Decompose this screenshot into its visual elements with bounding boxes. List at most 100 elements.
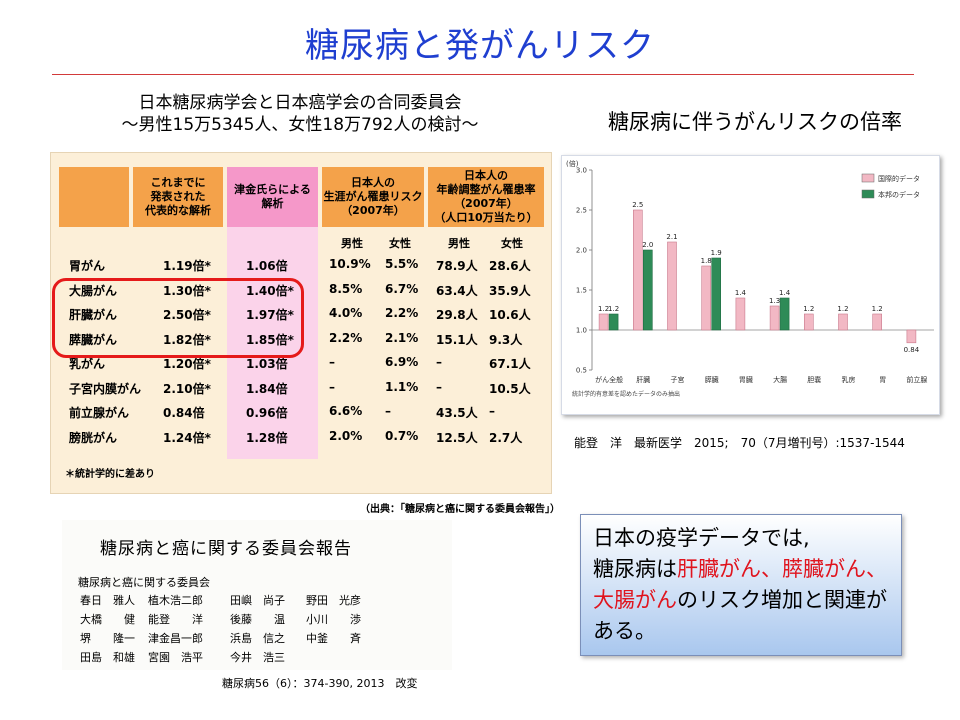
risk-bar-chart: (倍)3.02.52.01.51.00.5がん全般1.21.2肝臓2.52.0子… [566,159,934,398]
bar-international [838,313,848,331]
table-cell: 63.4人 [436,283,478,298]
conclusion-text-2: 糖尿病は [593,557,677,581]
table-cell: 5.5% [385,257,419,271]
table-cell: 6.9% [385,355,419,369]
data-label: 1.2 [837,305,848,313]
bar-international [906,329,917,344]
sub-header-male: 男性 [341,237,363,250]
table-cell: 67.1人 [489,357,531,371]
cancer-type: 前立腺がん [69,406,130,420]
y-tick-label: 1.5 [576,287,587,295]
table-cell: 1.06倍 [246,259,288,273]
y-tick-label: 2.0 [576,247,587,255]
table-cell: 10.9% [329,257,371,271]
bar-international [769,305,780,331]
committee-member: 春日 雅人 [80,594,135,607]
bar-international [633,209,643,331]
table-row: 肝臓がん 2.50倍* 1.97倍* 4.0% 2.2% 29.8人 10.6人 [51,306,551,328]
committee-member: 小川 渉 [306,613,361,626]
table-row: 膵臓がん 1.82倍* 1.85倍* 2.2% 2.1% 15.1人 9.3人 [51,331,551,353]
table-cell: 2.1% [385,330,419,345]
committee-member: 堺 隆一 [80,632,135,645]
conclusion-highlight: 肝臓がん、膵臓がん、大腸がん [593,557,887,612]
bar-international [872,313,883,331]
table-cell: 1.03倍 [246,357,288,371]
table-heading-line2: ～男性15万5345人、女性18万792人の検討～ [121,115,479,135]
bar-japan [711,257,721,331]
cancer-type: 胃がん [69,259,106,273]
table-cell: 43.5人 [436,406,478,420]
report-citation: 糖尿病56（6）：374-390, 2013 改変 [222,677,418,690]
table-cell: 2.10倍* [163,381,211,396]
data-label: 1.2 [598,305,609,313]
report-title: 糖尿病と癌に関する委員会報告 [100,539,352,559]
x-tick-label: 前立腺 [906,375,927,384]
committee-member: 野田 光彦 [306,594,361,607]
committee-member: 今井 浩三 [230,651,285,664]
conclusion-text-1: 日本の疫学データでは, [593,526,810,550]
cancer-type: 子宮内膜がん [69,381,142,396]
header-tsugane-analysis: 津金氏らによる 解析 [227,167,318,227]
table-cell: 9.3人 [489,332,523,347]
table-cell: 1.28倍 [246,430,288,445]
table-cell: 0.84倍 [163,406,205,420]
table-cell: 1.20倍* [163,357,211,371]
x-tick-label: 大腸 [773,375,787,384]
data-label: 1.4 [779,289,791,297]
data-label: 2.1 [666,233,677,241]
y-tick-label: 3.0 [576,167,587,175]
x-tick-label: 乳房 [842,375,856,384]
y-tick-label: 0.5 [576,367,587,375]
committee-member: 植木浩二郎 [148,594,203,607]
report-image [62,520,452,670]
x-tick-label: 胃臓 [739,375,753,384]
table-cell: 12.5人 [436,430,478,445]
table-cell: 4.0% [329,306,363,320]
table-cell: 0.96倍 [246,406,288,420]
sub-header-female: 女性 [389,237,411,250]
table-cell: – [436,379,442,394]
risk-chart-image: (倍) 3.0 2.5 2.0 1.5 1.0 0.5 がん全般 1.2 1.2 肝臓 2.5 2.0 子… [561,155,940,415]
bar-japan [643,249,653,331]
committee-member: 能登 洋 [148,613,203,626]
committee-member: 田島 和雄 [80,651,135,664]
table-cell: 29.8人 [436,308,478,322]
table-cell: 10.6人 [489,308,531,322]
legend-label: 国際的データ [878,174,920,183]
table-source: （出典：「糖尿病と癌に関する委員会報告」） [360,504,560,515]
table-row: 前立腺がん 0.84倍 0.96倍 6.6% –43.5人 – [51,404,551,426]
bar-international [804,313,814,331]
data-label: 1.2 [872,305,883,313]
table-cell: 8.5% [329,281,363,296]
table-cell: – [329,379,335,394]
table-cell: 6.7% [385,281,419,296]
table-cell: 1.82倍* [163,332,211,347]
bar-japan [608,313,619,331]
table-cell: 10.5人 [489,381,531,396]
x-tick-label: 胃 [879,376,886,384]
committee-member: 浜島 信之 [230,632,285,645]
table-cell: 35.9人 [489,283,531,298]
bar-international [735,297,746,331]
committee-member: 津金昌一郎 [148,632,203,645]
table-cell: 1.1% [385,379,419,394]
bar-japan [779,297,790,331]
table-cell: 2.0% [329,428,363,443]
slide-title: 糖尿病と発がんリスク [305,26,655,66]
table-cell: 0.7% [385,428,419,443]
data-label: 1.2 [803,305,814,313]
x-tick-label: 肝臓 [636,375,650,384]
data-label: 2.5 [632,201,643,209]
conclusion-text-3: のリスク増加と関連がある。 [593,588,887,643]
committee-member: 後藤 温 [230,613,285,626]
table-cell: 1.24倍* [163,430,211,445]
committee-member: 中釜 斉 [306,632,361,645]
table-cell: 2.50倍* [163,308,211,322]
x-tick-label: 胆嚢 [807,375,821,384]
table-cell: 2.2% [385,306,419,320]
table-row: 大腸がん 1.30倍* 1.40倍* 8.5% 6.7% 63.4人 35.9人 [51,282,551,304]
table-cell: 1.84倍 [246,381,288,396]
bar-international [598,313,609,331]
bar-international [701,265,711,331]
x-tick-label: 子宮 [671,375,685,384]
